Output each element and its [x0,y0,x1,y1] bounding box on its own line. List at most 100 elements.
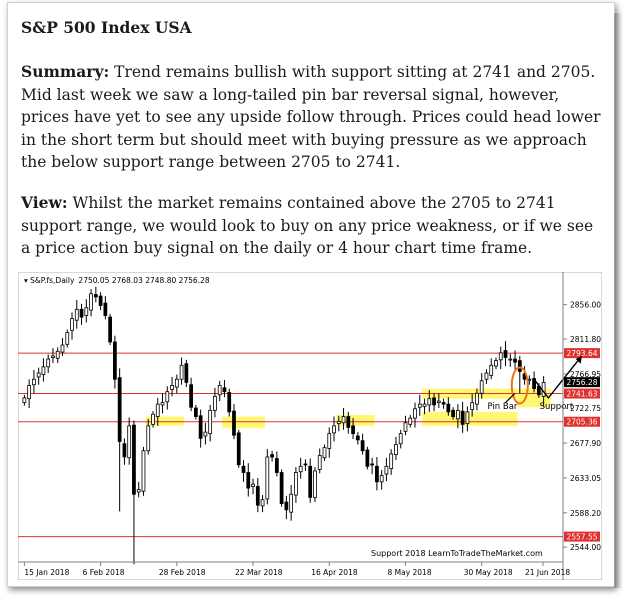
y-tick-label: 2856.00 [570,301,601,310]
x-tick-label: 28 Feb 2018 [159,568,206,577]
x-tick-label: 6 Feb 2018 [83,568,125,577]
candle-body [465,411,470,424]
level-label: 2705.36 [566,418,597,427]
candle-body [446,403,451,413]
candle-body [274,458,279,473]
level-label: 2793.64 [566,349,597,358]
support-zone [422,411,518,426]
candle-body [455,409,460,420]
candle-body [165,391,170,403]
candle-body [146,425,151,452]
candle-body [65,332,70,345]
candle-body [289,493,294,513]
chart-symbol: S&P.fs,Daily [30,276,75,285]
candle-body [113,341,117,380]
candle-body [184,363,189,383]
candle-body [389,453,394,470]
candle-body [108,316,113,343]
candle-body [341,416,346,424]
candle-body [313,470,317,498]
support-zone [336,415,375,426]
candle-body [270,454,274,458]
candle-body [427,398,432,406]
candle-body [294,472,298,496]
candle-body [74,308,79,321]
candle-body [408,417,413,425]
candle-body [251,483,255,487]
article-heading: S&P 500 Index USA [21,18,192,37]
candle-body [213,395,217,411]
candle-body [484,372,489,380]
candle-body [398,433,403,445]
pin-bar-arrow [505,392,516,404]
candle-body [532,378,536,389]
candle-body [394,444,398,456]
candle-body [22,397,27,403]
level-label: 2741.63 [566,390,597,399]
candle-body [298,465,303,473]
candle-body [475,392,479,405]
candle-body [370,463,375,466]
candle-body [489,364,494,376]
summary-label: Summary: [21,62,110,81]
chart-svg: 2793.64 2741.63 2705.36 2557.55 2756.28 Pin … [17,271,603,581]
annotations: Pin Bar Support [488,355,583,412]
candle-body [322,447,327,459]
candle-body [241,465,246,473]
candle-body [413,408,417,419]
x-tick-label: 16 Apr 2018 [311,568,358,577]
candle-body [351,425,355,435]
candle-body [494,360,498,367]
candle-body [517,360,522,372]
summary-paragraph: Summary: Trend remains bullish with supp… [21,61,606,174]
candle-body [174,378,179,388]
y-tick-label: 2633.05 [570,474,601,483]
candle-body [41,366,46,375]
view-text: Whilst the market remains contained abov… [21,194,594,257]
candle-body [417,403,422,408]
level-tag [564,348,600,359]
candle-body [198,415,203,439]
candle-body [89,293,93,311]
pin-bar-circle [510,366,529,405]
chart-ohlc: 2750.05 2768.03 2748.80 2756.28 [78,276,209,285]
candle-body [436,400,441,403]
candle-body [308,465,313,498]
view-label: View: [21,193,68,212]
candle-body [122,443,127,458]
y-tick-label: 2766.95 [570,370,601,379]
level-tag [564,531,600,542]
candle-body [217,385,222,396]
card-shadow [614,13,623,588]
candle-body [284,501,289,511]
x-tick-label: 15 Jan 2018 [24,568,69,577]
candle-body [336,420,341,424]
y-tick-label: 2811.80 [570,335,601,344]
candle-body [170,385,174,390]
level-label: 2557.55 [566,533,597,542]
candle-body [160,402,165,406]
candle-body [222,387,227,393]
candle-body [432,397,436,406]
candle-body [260,499,265,507]
x-tick-label: 30 May 2018 [464,568,513,577]
candle-body [70,318,74,331]
support-zone [222,416,265,429]
candle-body [403,422,408,432]
candle-body [189,384,193,408]
candle-body [332,425,336,434]
candle-body [136,489,141,493]
projection-arrowhead [575,355,582,364]
x-tick-label: 22 Mar 2018 [235,568,283,577]
projection-arrow [533,355,583,400]
candle-body [132,424,136,495]
candle-body [375,465,379,483]
chart-header: ▾ S&P.fs,Daily 2750.05 2768.03 2748.80 27… [24,276,210,285]
candle-body [503,350,508,358]
candle-body [84,307,89,316]
candle-body [155,403,160,417]
candle-body [227,392,232,413]
candle-body [460,410,465,425]
candle-body [51,355,55,358]
candle-body [303,463,308,466]
